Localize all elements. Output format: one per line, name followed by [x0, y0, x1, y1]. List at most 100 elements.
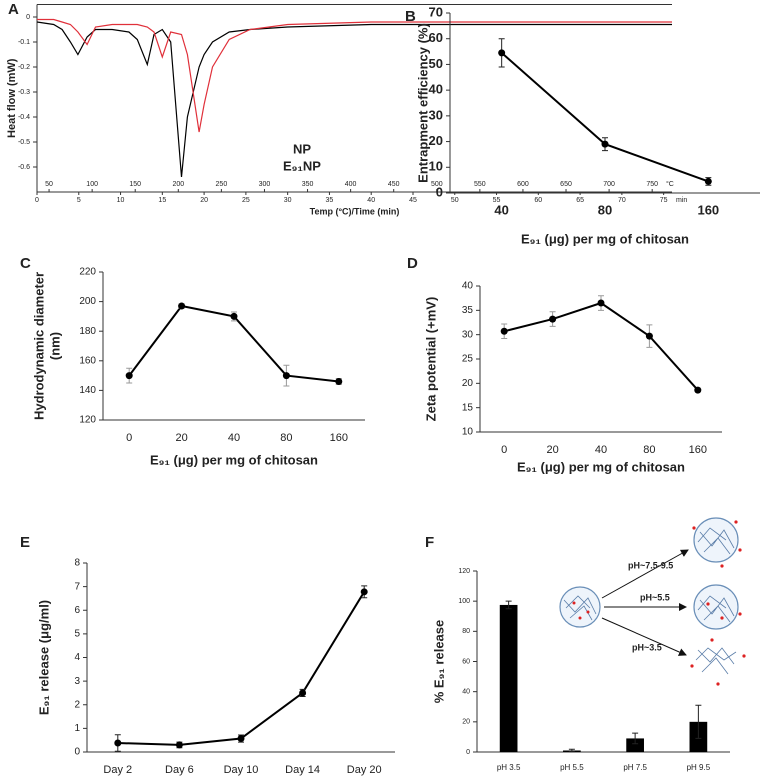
data-point	[299, 689, 307, 697]
x-tick-label: 10	[117, 197, 125, 204]
y-tick-label: -0.3	[18, 89, 30, 96]
data-point	[335, 378, 343, 386]
x-tick-label: 70	[618, 197, 626, 204]
y-tick-label: -0.4	[18, 114, 30, 121]
data-point	[704, 177, 712, 185]
x-tick-label: 0	[35, 197, 39, 204]
y-tick-label: 4	[74, 652, 80, 663]
data-point	[125, 372, 133, 380]
x-tick-label: 60	[534, 197, 542, 204]
y-tick-label: 50	[429, 56, 443, 71]
y-tick-label: 140	[79, 385, 96, 396]
y-tick-label: 15	[462, 402, 474, 413]
y-tick-label: 30	[462, 329, 474, 340]
data-point	[237, 735, 245, 743]
y-tick-label: 60	[462, 658, 470, 665]
x-tick-label: pH 9.5	[687, 763, 711, 772]
y-tick-label: 3	[74, 676, 80, 687]
x-tick-label: Day 10	[224, 764, 259, 776]
y-axis-label: (nm)	[47, 332, 62, 360]
x-tick-label: 25	[242, 197, 250, 204]
error-bar	[568, 748, 575, 753]
y-tick-label: -0.2	[18, 64, 30, 71]
y-tick-label: 6	[74, 605, 80, 616]
y-tick-label: 20	[429, 133, 443, 148]
x2-tick-label: 550	[474, 181, 486, 188]
bar	[626, 738, 644, 752]
y-tick-label: -0.6	[18, 164, 30, 171]
data-line	[503, 301, 699, 391]
data-point	[178, 302, 186, 310]
data-point	[175, 741, 183, 749]
y-tick-label: 0	[74, 747, 80, 758]
x-unit: min	[676, 197, 687, 204]
y-tick-label: 5	[74, 629, 80, 640]
x-tick-label: pH 7.5	[623, 763, 647, 772]
x-tick-label: Day 20	[347, 764, 382, 776]
data-point	[601, 140, 609, 148]
y-tick-label: 20	[462, 378, 474, 389]
data-point	[230, 312, 238, 320]
data-line	[117, 591, 366, 746]
y-tick-label: 8	[74, 558, 80, 569]
x2-tick-label: 250	[216, 181, 228, 188]
data-point	[282, 372, 290, 380]
x-tick-label: 80	[280, 432, 292, 444]
data-point	[360, 588, 368, 596]
x-tick-label: 30	[284, 197, 292, 204]
x-tick-label: 65	[576, 197, 584, 204]
y-tick-label: -0.1	[18, 39, 30, 46]
panel-label: A	[8, 1, 19, 18]
x2-tick-label: 450	[388, 181, 400, 188]
y-tick-label: 25	[462, 354, 474, 365]
x2-tick-label: 350	[302, 181, 314, 188]
y-axis-label: Zeta potential (+mV)	[423, 297, 438, 422]
x-tick-label: 80	[643, 444, 655, 456]
y-tick-label: 120	[79, 415, 96, 426]
x-tick-label: Day 14	[285, 764, 320, 776]
x-tick-label: pH 3.5	[497, 763, 521, 772]
data-point	[500, 327, 508, 335]
y-tick-label: 120	[458, 568, 470, 575]
y-tick-label: -0.5	[18, 139, 30, 146]
data-point	[549, 315, 557, 323]
annotation: pH~5.5	[640, 592, 670, 602]
panel-label: B	[405, 8, 416, 25]
y-axis-label: Hydrodynamic diameter	[31, 272, 46, 420]
y-tick-label: 0	[26, 14, 30, 21]
data-point	[597, 299, 605, 307]
y-tick-label: 40	[462, 281, 474, 292]
x2-tick-label: 200	[172, 181, 184, 188]
x2-tick-label: 300	[259, 181, 271, 188]
x-tick-label: Day 6	[165, 764, 194, 776]
x-tick-label: 50	[451, 197, 459, 204]
x-axis-label: E₉₁ (μg) per mg of chitosan	[150, 452, 318, 467]
y-tick-label: 10	[462, 427, 474, 438]
x2-tick-label: 500	[431, 181, 443, 188]
x-tick-label: 5	[77, 197, 81, 204]
x2-tick-label: 700	[603, 181, 615, 188]
y-tick-label: 10	[429, 159, 443, 174]
data-point	[498, 49, 506, 57]
y-tick-label: 80	[462, 628, 470, 635]
data-point	[645, 332, 653, 340]
y-tick-label: 160	[79, 355, 96, 366]
x-tick-label: 45	[409, 197, 417, 204]
panel-label: C	[20, 255, 31, 272]
x-tick-label: 40	[367, 197, 375, 204]
x2-unit: °C	[666, 180, 674, 188]
x-tick-label: 20	[546, 444, 558, 456]
legend-entry: E₉₁NP	[283, 158, 321, 173]
x-axis-label: Temp (°C)/Time (min)	[310, 206, 400, 216]
y-tick-label: 40	[462, 689, 470, 696]
x-tick-label: 20	[175, 432, 187, 444]
x-tick-label: 160	[689, 444, 707, 456]
x-tick-label: pH 5.5	[560, 763, 584, 772]
x2-tick-label: 650	[560, 181, 572, 188]
y-tick-label: 35	[462, 305, 474, 316]
x-tick-label: 160	[330, 432, 348, 444]
panel-label: F	[425, 534, 434, 551]
x-tick-label: 15	[158, 197, 166, 204]
error-bar	[695, 704, 702, 739]
x2-tick-label: 600	[517, 181, 529, 188]
